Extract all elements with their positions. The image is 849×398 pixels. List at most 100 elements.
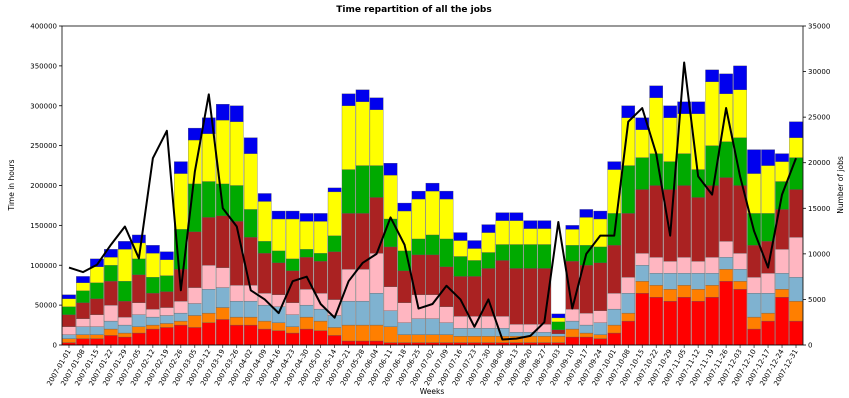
bar-segment bbox=[579, 332, 594, 338]
bar-segment bbox=[271, 218, 286, 252]
bar-segment bbox=[188, 127, 202, 141]
bar-segment bbox=[229, 105, 244, 122]
bar-segment bbox=[271, 210, 286, 220]
bar-segment bbox=[621, 312, 636, 322]
bar-segment bbox=[537, 220, 552, 229]
bar-segment bbox=[118, 281, 132, 302]
bar-segment bbox=[118, 241, 132, 250]
bar-segment bbox=[649, 296, 663, 346]
y-tick-label: 50000 bbox=[35, 302, 57, 310]
bar-segment bbox=[635, 253, 650, 266]
bar-segment bbox=[132, 332, 146, 346]
bar-segment bbox=[174, 161, 188, 174]
bar-segment bbox=[607, 245, 622, 294]
bar-segment bbox=[271, 262, 286, 295]
chart-title: Time repartition of all the jobs bbox=[336, 5, 491, 15]
bar-segment bbox=[327, 191, 342, 236]
bar-segment bbox=[677, 296, 691, 346]
bar-segment bbox=[369, 293, 384, 326]
bar-segment bbox=[775, 161, 789, 182]
bar-segment bbox=[789, 121, 803, 138]
bar-segment bbox=[453, 240, 468, 257]
bar-segment bbox=[355, 89, 370, 102]
bar-segment bbox=[775, 249, 789, 274]
bar-segment bbox=[425, 182, 440, 192]
bar-segment bbox=[691, 261, 705, 274]
bar-segment bbox=[369, 253, 384, 294]
y2-tick-label: 15000 bbox=[808, 205, 830, 213]
bar-segment bbox=[257, 304, 272, 322]
bar-segment bbox=[327, 327, 342, 336]
bar-segment bbox=[355, 101, 370, 166]
bar-segment bbox=[775, 153, 789, 162]
bar-segment bbox=[551, 336, 566, 343]
bar-segment bbox=[747, 277, 761, 294]
bar-segment bbox=[229, 324, 244, 346]
bar-segment bbox=[76, 290, 90, 303]
bar-segment bbox=[481, 252, 496, 269]
bar-segment bbox=[467, 328, 482, 337]
bar-segment bbox=[215, 183, 230, 216]
bar-segment bbox=[761, 149, 775, 166]
bar-segment bbox=[90, 282, 104, 299]
bar-segment bbox=[243, 324, 258, 346]
bar-segment bbox=[635, 265, 650, 282]
bar-segment bbox=[719, 177, 733, 242]
bar-segment bbox=[761, 213, 775, 242]
bar-segment bbox=[202, 265, 216, 290]
bar-segment bbox=[663, 300, 677, 346]
bar-segment bbox=[243, 137, 258, 154]
bar-segment bbox=[607, 161, 622, 170]
bar-segment bbox=[118, 300, 132, 318]
bar-segment bbox=[537, 244, 552, 269]
bar-segment bbox=[257, 253, 272, 294]
bar-segment bbox=[188, 287, 202, 304]
bar-segment bbox=[174, 320, 188, 326]
bar-segment bbox=[369, 97, 384, 110]
bar-segment bbox=[579, 336, 594, 346]
bar-segment bbox=[90, 258, 104, 267]
bar-segment bbox=[299, 304, 314, 318]
bar-segment bbox=[733, 89, 747, 138]
bar-segment bbox=[76, 282, 90, 291]
bar-segment bbox=[62, 326, 76, 335]
bar-segment bbox=[383, 326, 398, 343]
bar-segment bbox=[789, 320, 803, 346]
bar-segment bbox=[271, 322, 286, 331]
bar-segment bbox=[90, 266, 104, 283]
bar-segment bbox=[132, 314, 146, 327]
bar-segment bbox=[593, 338, 608, 346]
bar-segment bbox=[705, 185, 719, 258]
bar-segment bbox=[104, 265, 118, 282]
bar-segment bbox=[118, 316, 132, 326]
bar-segment bbox=[174, 173, 188, 230]
bar-segment bbox=[747, 316, 761, 330]
bar-segment bbox=[257, 241, 272, 254]
bar-segment bbox=[719, 73, 733, 94]
bar-segment bbox=[579, 312, 594, 326]
bar-segment bbox=[369, 165, 384, 198]
bar-segment bbox=[425, 254, 440, 295]
bar-segment bbox=[90, 298, 104, 315]
bar-segment bbox=[593, 334, 608, 339]
bar-segment bbox=[188, 327, 202, 346]
bar-segment bbox=[76, 302, 90, 319]
bar-segment bbox=[62, 334, 76, 339]
bar-segment bbox=[229, 316, 244, 326]
bar-segment bbox=[146, 253, 160, 278]
bar-segment bbox=[299, 289, 314, 306]
bar-segment bbox=[202, 312, 216, 323]
bar-segment bbox=[733, 65, 747, 90]
bar-segment bbox=[341, 169, 356, 214]
bar-segment bbox=[313, 261, 328, 294]
y-tick-label: 250000 bbox=[30, 142, 57, 150]
bar-segment bbox=[509, 220, 524, 245]
bar-segment bbox=[104, 335, 118, 346]
bar-segment bbox=[118, 332, 132, 338]
bar-segment bbox=[509, 212, 524, 221]
bar-segment bbox=[397, 270, 412, 303]
bar-segment bbox=[635, 293, 650, 346]
bar-segment bbox=[551, 321, 566, 330]
bar-segment bbox=[467, 240, 482, 249]
bar-segment bbox=[747, 149, 761, 174]
